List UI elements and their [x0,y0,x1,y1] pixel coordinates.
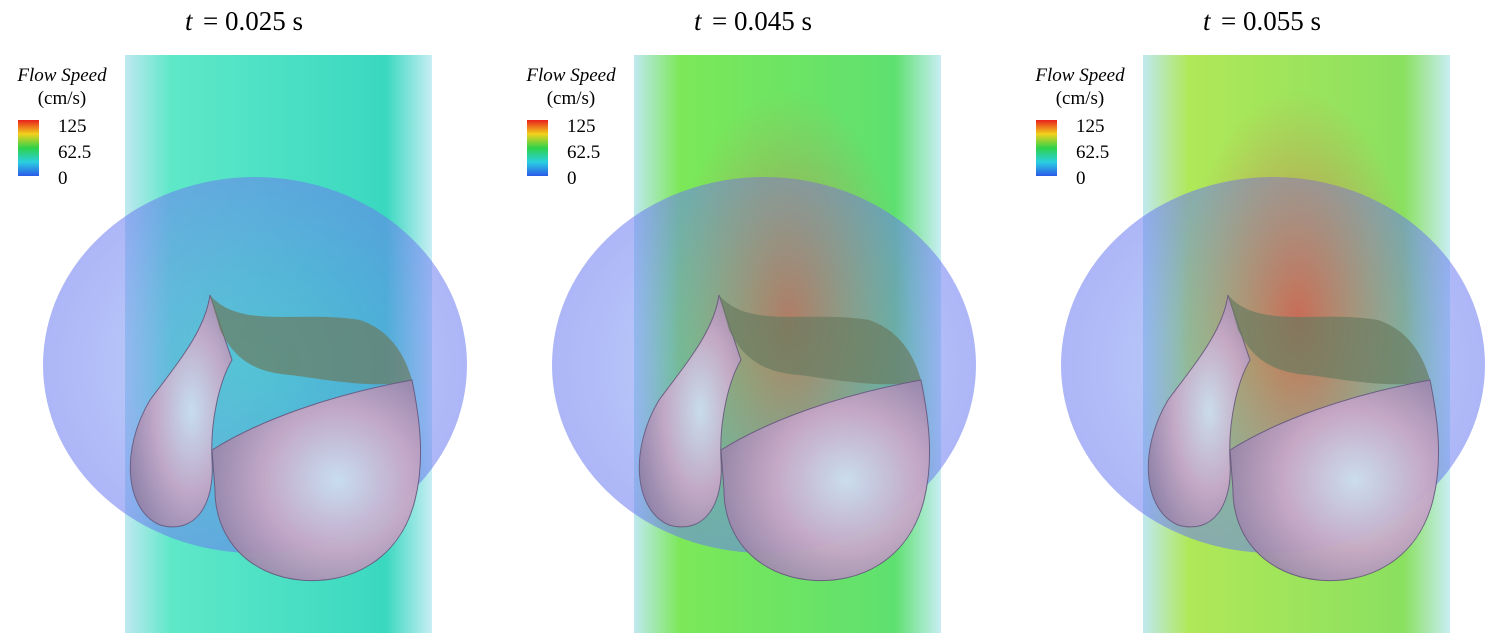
leaflet-right [211,379,422,582]
leaflet-left [638,294,742,528]
leaflet-top [719,295,921,385]
legend-unit: (cm/s) [547,88,596,109]
panel: t = 0.045 s Flow Speed(cm/s) 125 62.5 0 [525,6,976,633]
leaflet-top [1228,295,1430,385]
panel-title-var: t [694,6,703,36]
legend-title: Flow Speed [1034,65,1125,86]
leaflet-right [720,379,931,582]
legend-title: Flow Speed [525,65,616,86]
colorbar-tick-label: 0 [58,168,68,189]
leaflet-right [1229,379,1440,582]
legend-unit: (cm/s) [1056,88,1105,109]
panel-title-value: = 0.055 s [1221,6,1321,36]
panel: t = 0.025 s Flow Speed(cm/s) 125 62.5 0 [16,6,467,633]
panel-title-var: t [185,6,194,36]
colorbar-tick-label: 62.5 [1076,142,1109,163]
panel-title-var: t [1203,6,1212,36]
legend-title: Flow Speed [16,65,107,86]
panel-title-value: = 0.025 s [203,6,303,36]
panel-title-value: = 0.045 s [712,6,812,36]
panel: t = 0.055 s Flow Speed(cm/s) 125 62.5 0 [1034,6,1485,633]
colorbar-tick-label: 125 [567,116,596,137]
colorbar-tick-label: 0 [567,168,577,189]
colorbar-tick-label: 62.5 [58,142,91,163]
colorbar-tick-label: 125 [1076,116,1105,137]
leaflet-left [1147,294,1251,528]
colorbar [1036,120,1057,176]
leaflet-left [129,294,233,528]
colorbar-tick-label: 0 [1076,168,1086,189]
colorbar-tick-label: 125 [58,116,87,137]
leaflet-top [210,295,412,385]
colorbar-tick-label: 62.5 [567,142,600,163]
colorbar [527,120,548,176]
colorbar [18,120,39,176]
legend-unit: (cm/s) [38,88,87,109]
